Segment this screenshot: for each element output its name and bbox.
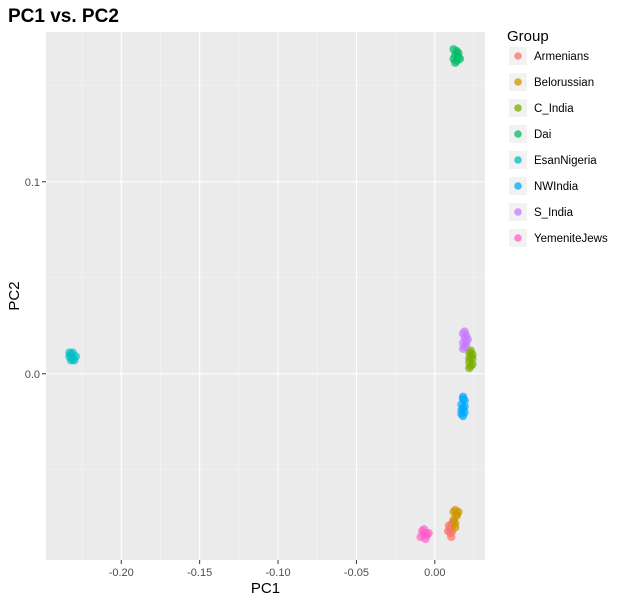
data-point [454, 507, 463, 517]
legend-marker [514, 208, 522, 216]
x-tick-label: -0.10 [266, 567, 291, 579]
legend-marker [514, 156, 522, 164]
legend-label: Dai [534, 129, 551, 141]
legend-label: Belorussian [534, 77, 594, 89]
x-tick-label: -0.20 [109, 567, 134, 579]
legend-marker [514, 104, 522, 112]
data-points [65, 45, 477, 544]
legend-label: EsanNigeria [534, 155, 597, 167]
legend-item-s-india: S_India [509, 203, 574, 221]
legend-label: Armenians [534, 51, 589, 63]
data-point [465, 363, 474, 373]
data-point [71, 352, 80, 361]
x-tick-label: -0.15 [187, 567, 212, 579]
plot-panel [46, 32, 485, 560]
y-tick-label: 0.1 [25, 177, 40, 189]
data-point [460, 327, 469, 336]
x-axis-ticks: -0.20 -0.15 -0.10 -0.05 0.00 [109, 560, 446, 579]
legend-marker [514, 52, 522, 60]
legend-marker [514, 78, 522, 86]
series-nwindia [457, 392, 469, 421]
data-point [451, 523, 460, 532]
data-point [466, 346, 476, 355]
data-point [458, 394, 468, 403]
x-tick-label: -0.05 [344, 567, 369, 579]
legend-marker [514, 234, 522, 242]
legend-marker [514, 130, 522, 138]
legend-item-dai: Dai [509, 125, 551, 143]
data-point [447, 532, 456, 542]
grid-lines [46, 32, 485, 560]
legend-marker [514, 182, 522, 190]
legend-item-esannigeria: EsanNigeria [509, 151, 597, 169]
series-yemenitejews [416, 525, 433, 544]
legend-label: C_India [534, 103, 574, 115]
data-point [424, 528, 433, 538]
legend-item-belorussian: Belorussian [509, 73, 594, 91]
data-point [461, 340, 471, 350]
series-dai [449, 45, 465, 67]
legend-item-c-india: C_India [509, 99, 574, 117]
legend-item-nwindia: NWIndia [509, 177, 579, 195]
y-axis-title: PC2 [6, 281, 23, 310]
legend-label: S_India [534, 207, 574, 219]
series-c-india [465, 346, 477, 373]
legend-item-armenians: Armenians [509, 47, 589, 65]
legend-item-yemenitejews: YemeniteJews [509, 229, 608, 247]
y-axis-ticks: 0.0 0.1 [25, 177, 46, 381]
x-axis-title: PC1 [251, 580, 280, 597]
legend-label: NWIndia [534, 181, 579, 193]
legend: Armenians Belorussian C_India Dai EsanNigeri… [509, 47, 608, 247]
data-point [457, 406, 466, 415]
series-belorussian [449, 505, 463, 532]
chart-title: PC1 vs. PC2 [8, 6, 119, 27]
legend-title: Group [507, 28, 549, 45]
x-tick-label: 0.00 [424, 567, 445, 579]
data-point [65, 348, 74, 357]
series-s-india [458, 327, 472, 353]
data-point [454, 48, 463, 58]
series-esannigeria [65, 348, 80, 365]
legend-label: YemeniteJews [534, 233, 608, 245]
data-point [451, 58, 460, 67]
y-tick-label: 0.0 [25, 369, 40, 381]
